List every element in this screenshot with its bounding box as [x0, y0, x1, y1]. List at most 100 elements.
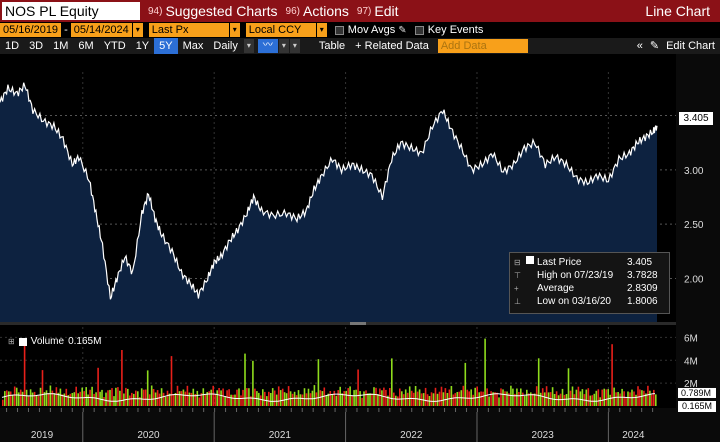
add-data-input[interactable]: Add Data [437, 39, 528, 53]
toggle-icon[interactable]: ⊟ [514, 258, 521, 267]
volume-bar [613, 387, 615, 406]
volume-bar [270, 393, 272, 406]
range-1y[interactable]: 1Y [135, 40, 150, 52]
volume-bar [168, 393, 171, 406]
frequency-select[interactable]: Daily [213, 40, 238, 52]
volume-bar [649, 390, 651, 406]
volume-bar [633, 391, 635, 406]
volume-bar [216, 390, 218, 406]
divider-handle[interactable] [350, 322, 366, 325]
volume-bar [482, 391, 484, 406]
volume-bar [208, 391, 210, 406]
x-tick-label: 2024 [622, 430, 645, 441]
volume-bar [39, 387, 42, 406]
menu-label: Actions [302, 3, 349, 19]
legend-label: Average [537, 283, 575, 294]
volume-bar [323, 387, 326, 406]
price-chart[interactable]: 3.503.002.502.006M4M2M0.789M201920202021… [0, 54, 720, 442]
legend-label: Low on 03/16/20 [537, 296, 611, 307]
edit-menu[interactable]: 97) Edit [357, 0, 399, 22]
range-1d[interactable]: 1D [5, 40, 20, 52]
line-chart-icon[interactable]: 〰 [257, 39, 278, 53]
volume-bar [440, 386, 443, 406]
suggested-charts-menu[interactable]: 94) Suggested Charts [148, 0, 278, 22]
volume-bar [87, 394, 89, 406]
volume-bar [166, 390, 169, 406]
range-1m[interactable]: 1M [53, 40, 69, 52]
key-events-toggle[interactable]: Key Events [414, 24, 483, 36]
mov-avgs-checkbox[interactable] [334, 25, 344, 35]
volume-bar [355, 389, 357, 406]
volume-bar [385, 389, 387, 406]
security-field[interactable]: NOS PL Equity [2, 2, 140, 20]
chevron-down-icon[interactable]: ▾ [243, 39, 254, 53]
field-select[interactable]: Last Px [148, 23, 229, 37]
actions-menu[interactable]: 96) Actions [286, 0, 349, 22]
volume-bar [279, 390, 282, 406]
volume-bar [591, 395, 594, 406]
volume-bar [291, 393, 294, 406]
range-3d[interactable]: 3D [29, 40, 44, 52]
volume-bar [651, 394, 653, 406]
volume-bar [43, 392, 46, 406]
volume-bar [567, 368, 570, 406]
price-legend[interactable]: ⊟ Last Price 3.405 ⊤ High on 07/23/19 3.… [509, 252, 670, 314]
edit-chart-button[interactable]: Edit Chart [666, 40, 715, 52]
volume-bar [454, 393, 457, 406]
volume-bar [47, 393, 50, 406]
start-date-input[interactable]: 05/16/2019 [0, 23, 62, 37]
volume-bar [29, 389, 32, 406]
volume-bar [248, 388, 250, 406]
volume-bar [97, 367, 99, 406]
volume-bar [67, 395, 70, 406]
chevron-down-icon[interactable]: ▾ [316, 23, 327, 37]
pencil-icon[interactable]: ✎ [398, 24, 407, 36]
volume-bar [367, 393, 369, 406]
legend-last-price: ⊟ Last Price 3.405 [514, 256, 665, 269]
chevron-down-icon[interactable]: ▾ [278, 39, 289, 53]
volume-bar [492, 392, 494, 406]
volume-bar [176, 385, 179, 406]
chevron-down-icon[interactable]: ▾ [229, 23, 240, 37]
table-button[interactable]: Table [318, 40, 346, 52]
volume-bar [456, 392, 459, 406]
volume-bar [11, 394, 14, 406]
volume-bar [154, 392, 157, 406]
legend-average: + Average 2.8309 [514, 282, 665, 295]
volume-bar [412, 392, 415, 406]
volume-bar [520, 388, 522, 406]
currency-select[interactable]: Local CCY [245, 23, 316, 37]
mov-avgs-toggle[interactable]: Mov Avgs ✎ [334, 24, 407, 36]
range-ytd[interactable]: YTD [103, 40, 126, 52]
menu-number: 97) [356, 5, 372, 17]
volume-bar [563, 394, 566, 406]
volume-bar [339, 386, 341, 406]
related-data-button[interactable]: + Related Data [355, 40, 429, 52]
volume-bar [158, 393, 161, 406]
volume-bar [408, 386, 411, 406]
legend-value: 2.8309 [627, 283, 658, 294]
volume-legend[interactable]: ⊞ Volume 0.165M [8, 336, 101, 347]
range-max[interactable]: Max [182, 40, 204, 52]
wrench-icon[interactable]: ✎ [649, 40, 660, 52]
volume-bar [117, 387, 119, 406]
volume-bar [452, 394, 455, 406]
collapse-icon[interactable]: « [636, 40, 643, 52]
volume-bar [595, 390, 598, 406]
chevron-down-icon[interactable]: ▾ [289, 39, 300, 53]
range-5y[interactable]: 5Y [154, 38, 178, 54]
volume-bar [131, 392, 133, 406]
end-date-input[interactable]: 05/14/2024 [70, 23, 132, 37]
volume-bar [107, 390, 109, 406]
volume-bar [222, 388, 224, 406]
volume-bar [6, 390, 8, 406]
volume-bar [587, 388, 590, 406]
volume-bar [2, 399, 4, 406]
chevron-down-icon[interactable]: ▾ [132, 23, 143, 37]
range-6m[interactable]: 6M [78, 40, 94, 52]
volume-bar [528, 393, 530, 406]
key-events-checkbox[interactable] [414, 25, 424, 35]
volume-bar [597, 389, 600, 406]
toggle-icon[interactable]: ⊞ [8, 337, 15, 346]
panel-divider[interactable] [0, 322, 676, 325]
